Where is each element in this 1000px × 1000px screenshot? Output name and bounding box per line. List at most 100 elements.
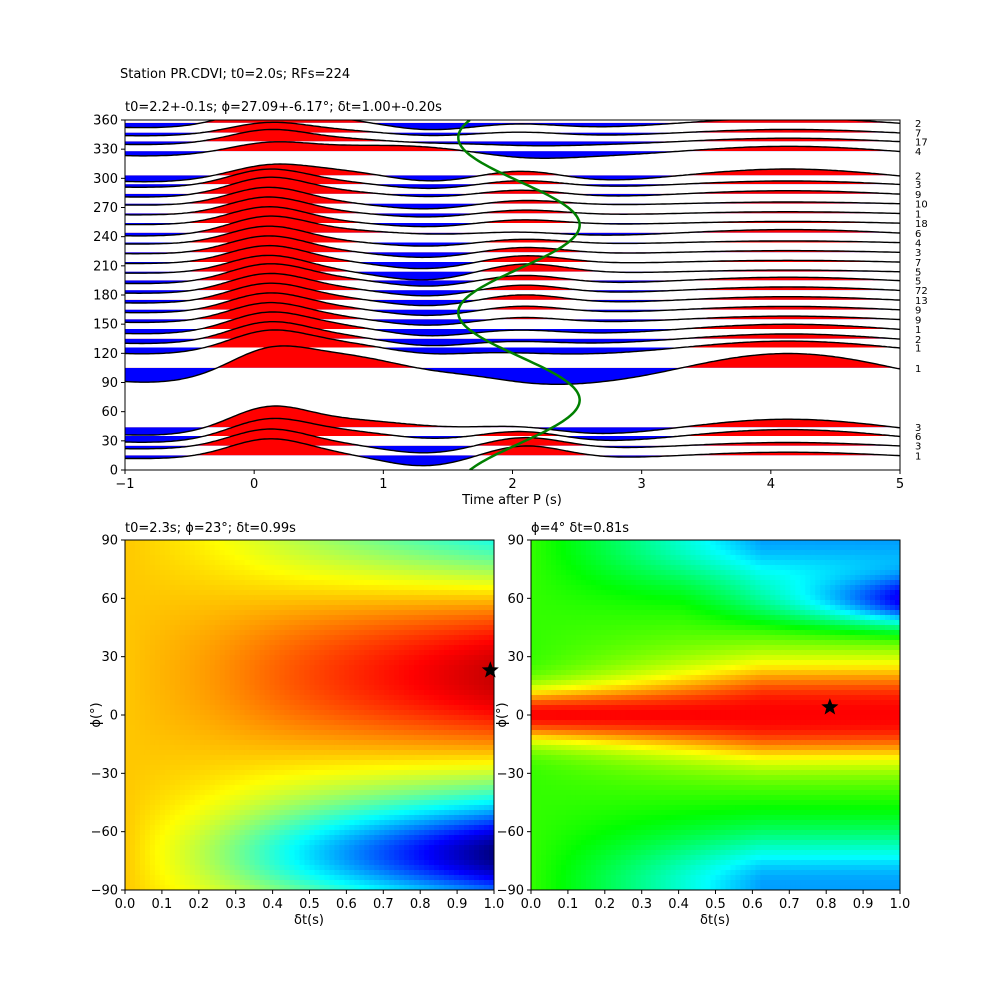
- heatmap-cell: [189, 595, 196, 601]
- heatmap-cell: [229, 575, 236, 581]
- heatmap-cell: [314, 840, 321, 846]
- heatmap-cell: [359, 885, 365, 890]
- heatmap-cell: [429, 785, 435, 791]
- heatmap-cell: [159, 600, 166, 606]
- heatmap-cell: [349, 845, 355, 851]
- heatmap-cell: [439, 785, 445, 791]
- heatmap-cell: [334, 855, 341, 861]
- heatmap-cell: [244, 595, 251, 601]
- heatmap-cell: [259, 565, 266, 571]
- heatmap-cell: [454, 850, 460, 856]
- heatmap-cell: [229, 695, 236, 701]
- heatmap-cell: [414, 570, 420, 576]
- heatmap-cell: [274, 820, 281, 826]
- heatmap-cell: [364, 695, 370, 701]
- heatmap-cell: [354, 880, 360, 886]
- heatmap-cell: [179, 770, 186, 776]
- heatmap-cell: [154, 795, 161, 801]
- heatmap-cell: [434, 575, 440, 581]
- heatmap-cell: [284, 730, 291, 736]
- heatmap-cell: [454, 745, 460, 751]
- heatmap-cell: [339, 695, 346, 701]
- heatmap-cell: [304, 760, 311, 766]
- heatmap-cell: [125, 850, 131, 856]
- heatmap-cell: [229, 570, 236, 576]
- heatmap-cell: [409, 785, 415, 791]
- heatmap-cell: [269, 745, 276, 751]
- heatmap-cell: [189, 645, 196, 651]
- heatmap-cell: [224, 720, 231, 726]
- heatmap-cell: [269, 540, 276, 546]
- heatmap-cell: [374, 610, 380, 616]
- heatmap-cell: [214, 775, 221, 781]
- heatmap-cell: [184, 700, 191, 706]
- heatmap-cell: [239, 850, 246, 856]
- heatmap-cell: [264, 850, 271, 856]
- heatmap-cell: [209, 790, 216, 796]
- heatmap-cell: [259, 555, 266, 561]
- heatmap-cell: [144, 670, 151, 676]
- heatmap-cell: [304, 710, 311, 716]
- heatmap-cell: [289, 825, 296, 831]
- heatmap-cell: [174, 830, 181, 836]
- heatmap-cell: [404, 840, 410, 846]
- heatmap-cell: [414, 675, 420, 681]
- heatmap-cell: [269, 780, 276, 786]
- heatmap-cell: [344, 735, 350, 741]
- heatmap-cell: [169, 885, 176, 890]
- heatmap-cell: [429, 870, 435, 876]
- heatmap-cell: [434, 720, 440, 726]
- heatmap-cell: [174, 600, 181, 606]
- heatmap-cell: [184, 840, 191, 846]
- heatmap-cell: [134, 820, 141, 826]
- heatmap-cell: [399, 690, 405, 696]
- heatmap-cell: [154, 660, 161, 666]
- heatmap-cell: [169, 600, 176, 606]
- heatmap-cell: [454, 740, 460, 746]
- heatmap-cell: [459, 815, 465, 821]
- heatmap-cell: [354, 665, 360, 671]
- heatmap-cell: [454, 755, 460, 761]
- heatmap-cell: [269, 815, 276, 821]
- heatmap-cell: [154, 720, 161, 726]
- heatmap-cell: [444, 770, 450, 776]
- heatmap-cell: [294, 600, 301, 606]
- heatmap-cell: [404, 780, 410, 786]
- heatmap-cell: [404, 830, 410, 836]
- heatmap-cell: [319, 645, 326, 651]
- heatmap-cell: [359, 620, 365, 626]
- heatmap-cell: [409, 815, 415, 821]
- heatmap-cell: [219, 620, 226, 626]
- heatmap-cell: [364, 795, 370, 801]
- heatmap-cell: [294, 885, 301, 890]
- heatmap-cell: [279, 740, 286, 746]
- heatmap-cell: [274, 885, 281, 890]
- heatmap-cell: [274, 825, 281, 831]
- heatmap-cell: [444, 695, 450, 701]
- heatmap-cell: [259, 880, 266, 886]
- heatmap-cell: [125, 545, 131, 551]
- heatmap-cell: [239, 740, 246, 746]
- heatmap-cell: [319, 550, 326, 556]
- heatmap-cell: [154, 820, 161, 826]
- heatmap-cell: [284, 770, 291, 776]
- heatmap-cell: [189, 790, 196, 796]
- heatmap-cell: [299, 675, 306, 681]
- heatmap-cell: [154, 630, 161, 636]
- heatmap-cell: [334, 860, 341, 866]
- heatmap-cell: [264, 830, 271, 836]
- heatmap-cell: [164, 555, 171, 561]
- heatmap-cell: [464, 630, 470, 636]
- heatmap-cell: [234, 850, 241, 856]
- heatmap-cell: [464, 885, 470, 890]
- heatmap-cell: [289, 740, 296, 746]
- heatmap-cell: [204, 785, 211, 791]
- heatmap-cell: [259, 745, 266, 751]
- heatmap-cell: [359, 715, 365, 721]
- heatmap-cell: [214, 820, 221, 826]
- heatmap-cell: [154, 675, 161, 681]
- heatmap-cell: [399, 870, 405, 876]
- heatmap-cell: [149, 650, 156, 656]
- heatmap-cell: [179, 805, 186, 811]
- heatmap-cell: [194, 720, 201, 726]
